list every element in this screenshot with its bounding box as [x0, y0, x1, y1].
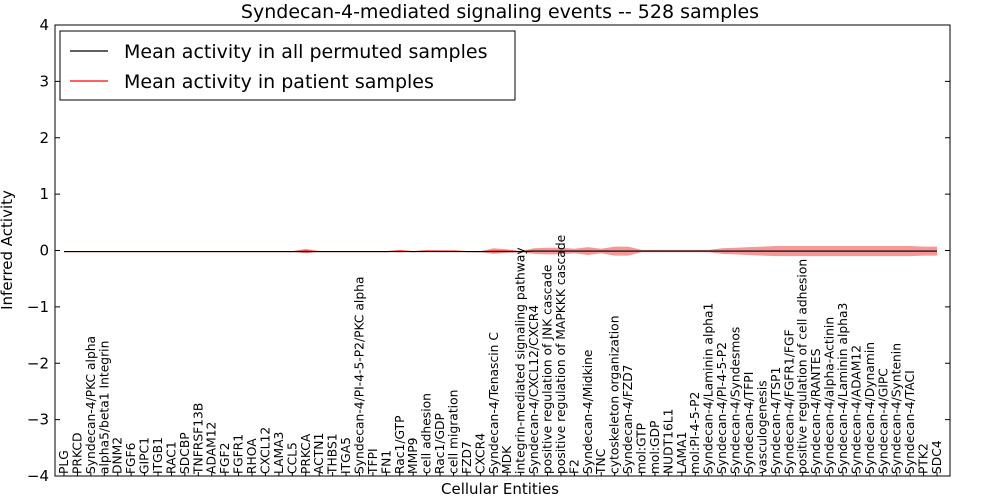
y-tick-label: 4 [39, 16, 49, 34]
x-tick-label: Syndecan-4/TSP1 [769, 367, 783, 474]
x-tick-label: FZD7 [460, 441, 474, 474]
x-tick-label: FGFR1 [232, 434, 246, 474]
x-tick-label: Syndecan-4/RANTES [809, 348, 823, 474]
legend: Mean activity in all permuted samples Me… [59, 30, 516, 101]
x-tick-label: LAMA1 [675, 432, 689, 474]
x-tick-label: FGF2 [218, 443, 232, 475]
legend-label-permuted: Mean activity in all permuted samples [124, 41, 487, 63]
x-tick-label: MDK [500, 445, 514, 474]
x-tick-label: GIPC1 [138, 437, 152, 474]
x-tick-label: Syndecan-4/FGFR1/FGF [782, 329, 796, 474]
y-tick-label: −2 [27, 354, 49, 372]
x-tick-label: TNFRSF13B [191, 403, 205, 475]
x-tick-label: Syndecan-4/Laminin alpha3 [836, 303, 850, 474]
series-lines [64, 250, 937, 253]
x-tick-label: CXCL12 [259, 427, 273, 474]
x-tick-label: LAMA3 [272, 432, 286, 474]
x-tick-label: SDC4 [930, 440, 944, 474]
x-axis-label: Cellular Entities [441, 480, 559, 498]
x-tick-label: Syndecan-4/Midkine [581, 350, 595, 474]
x-tick-label: TFPI [366, 448, 380, 475]
x-tick-label: positive regulation of MAPKKK cascade [554, 235, 568, 474]
x-tick-label: RAC1 [164, 441, 178, 474]
y-tick-label: 0 [39, 242, 49, 260]
x-tick-label: Syndecan-4/alpha-Actinin [823, 317, 837, 474]
x-tick-label: CCL5 [285, 442, 299, 474]
y-tick-label: −3 [27, 411, 49, 429]
x-tick-label: PRKCA [299, 433, 313, 474]
chart-title: Syndecan-4-mediated signaling events -- … [241, 1, 759, 23]
x-tick-label: ADAM12 [205, 422, 219, 474]
x-tick-label: RHOA [245, 438, 259, 474]
x-tick-label: cell migration [447, 390, 461, 474]
x-tick-label: Syndecan-4/TACI [903, 370, 917, 474]
x-tick-labels: PLG PRKCD Syndecan-4/PKC alpha alpha5/beta1… [57, 235, 944, 476]
x-tick-label: FGF6 [124, 442, 138, 474]
x-tick-label: CXCR4 [473, 433, 487, 474]
x-tick-label: integrin-mediated signaling pathway [514, 247, 528, 474]
x-tick-label: ACTN1 [312, 433, 326, 474]
x-tick-label: PTK2 [917, 443, 931, 474]
plot-frame [54, 24, 951, 477]
y-tick-label: 1 [39, 185, 49, 203]
x-tick-label: Syndecan-4/Laminin alpha1 [702, 303, 716, 474]
x-tick-label: SDCBP [178, 432, 192, 474]
y-tick-label: 3 [39, 72, 49, 90]
y-tick-label: −1 [27, 298, 49, 316]
y-tick-label: 2 [39, 129, 49, 147]
series-line-permuted [64, 250, 937, 253]
x-tick-label: mol:GDP [648, 421, 662, 474]
x-tick-label: MMP9 [406, 438, 420, 474]
x-tick-label: positive regulation of cell adhesion [796, 259, 810, 474]
x-tick-label: mol:GTP [635, 423, 649, 474]
legend-box [59, 30, 516, 101]
x-tick-label: Syndecan-4/FZD7 [621, 364, 635, 474]
x-tick-label: positive regulation of JNK cascade [541, 265, 555, 474]
legend-label-patient: Mean activity in patient samples [124, 71, 434, 93]
x-tick-label: NUDT16L1 [661, 408, 675, 474]
x-tick-label: Syndecan-4/PI-4-5-P2 [715, 342, 729, 474]
x-tick-label: PRKCD [70, 433, 84, 474]
x-tick-label: DNM2 [111, 437, 125, 474]
x-tick-label: Syndecan-4/Tenascin C [487, 332, 501, 474]
x-tick-label: Rac1/GTP [393, 415, 407, 474]
x-tick-label: Rac1/GDP [433, 413, 447, 474]
x-tick-label: FN1 [379, 450, 393, 474]
x-tick-label: F2 [567, 459, 581, 474]
x-tick-label: TNC [594, 449, 608, 475]
x-tick-label: Syndecan-4/Syntenin [890, 343, 904, 474]
x-tick-label: PLG [57, 450, 71, 474]
y-axis-ticks: −4 −3 −2 −1 0 1 2 3 4 [27, 16, 950, 485]
x-tick-label: Syndecan-4/CXCL12/CXCR4 [527, 305, 541, 474]
x-tick-label: Syndecan-4/Dynamin [863, 342, 877, 474]
x-tick-label: ITGA5 [339, 437, 353, 474]
x-tick-label: vasculogenesis [755, 380, 769, 474]
x-tick-label: Syndecan-4/TFPI [742, 372, 756, 474]
y-axis-label: Inferred Activity [0, 190, 16, 310]
x-tick-label: Syndecan-4/GIPC [876, 368, 890, 474]
x-tick-label: cytoskeleton organization [608, 316, 622, 475]
x-tick-label: ITGB1 [151, 437, 165, 474]
y-tick-label: −4 [27, 467, 49, 485]
x-tick-label: Syndecan-4/PI-4-5-P2/PKC alpha [353, 277, 367, 475]
x-tick-label: THBS1 [326, 433, 340, 475]
x-tick-label: Syndecan-4/ADAM12 [849, 345, 863, 474]
x-tick-label: cell adhesion [420, 393, 434, 474]
x-tick-label: Syndecan-4/Syndesmos [729, 327, 743, 474]
x-tick-label: alpha5/beta1 Integrin [97, 341, 111, 474]
x-tick-label: Syndecan-4/PKC alpha [84, 336, 98, 474]
x-tick-label: mol:PI-4-5-P2 [688, 392, 702, 474]
